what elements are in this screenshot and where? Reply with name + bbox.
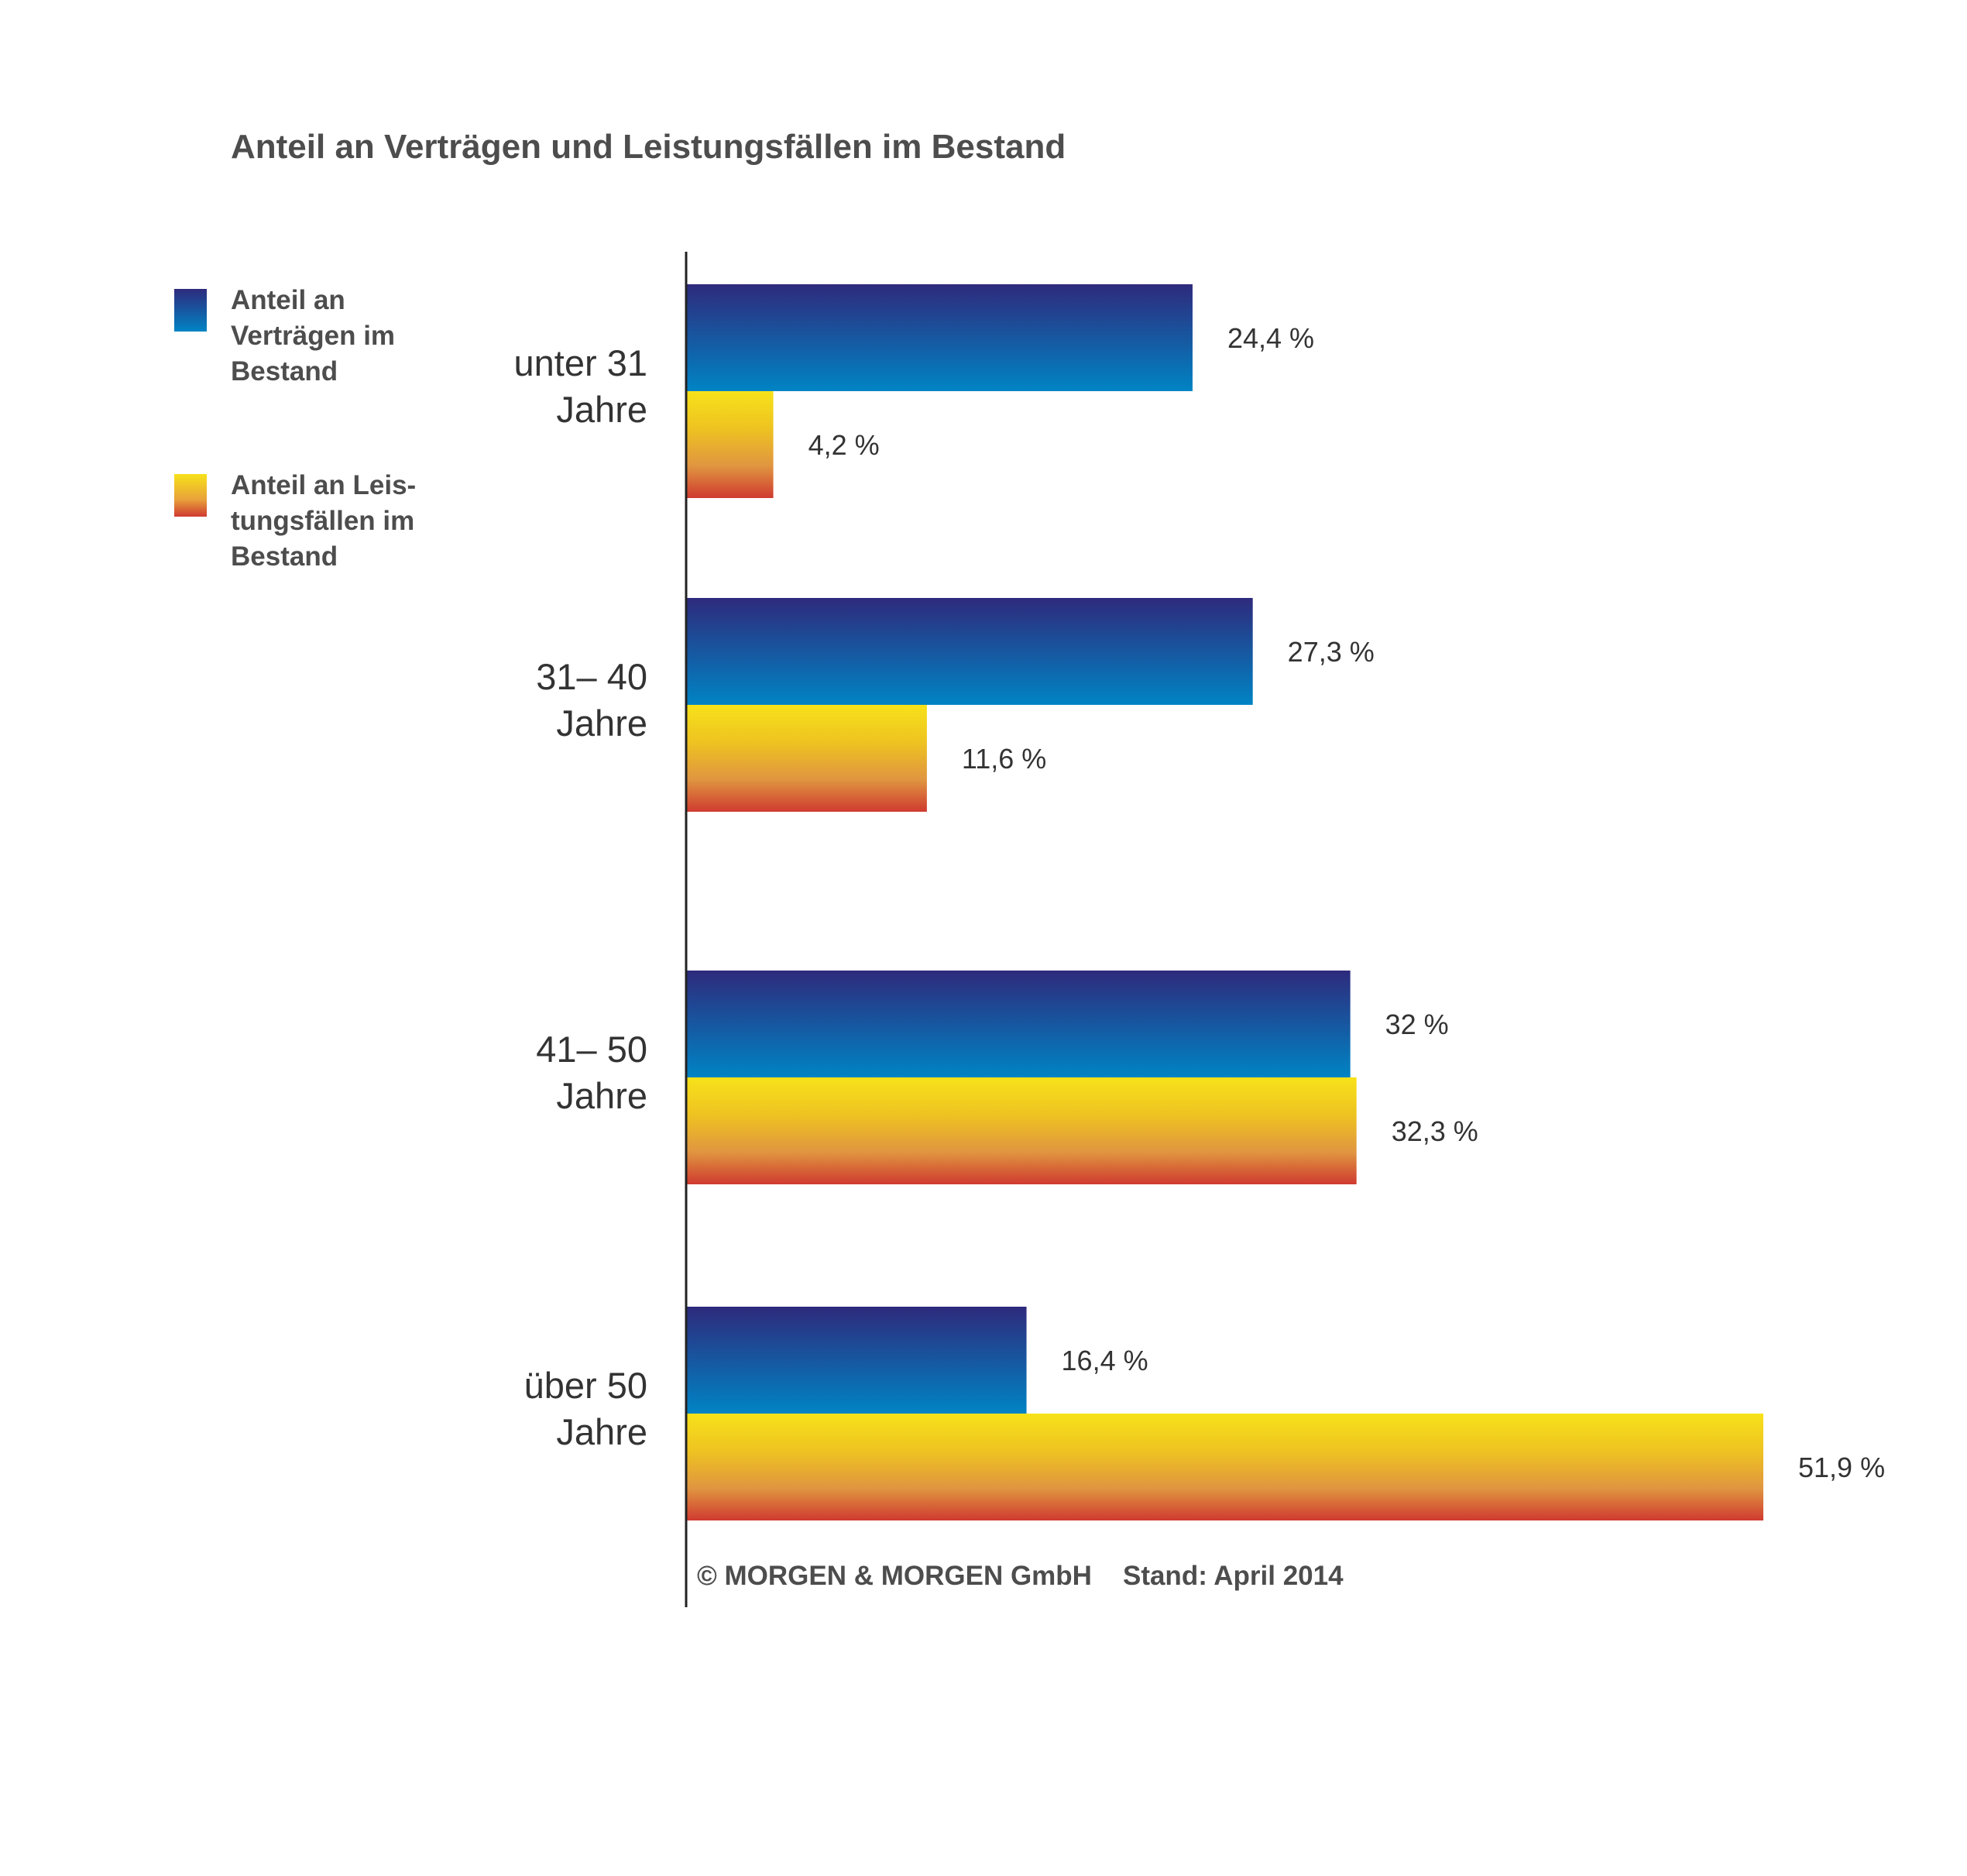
bar-leistung-1 [686, 705, 927, 812]
legend-line: Verträgen im [231, 321, 396, 351]
data-label-vertraege-1: 27,3 % [1288, 636, 1375, 668]
bar-vertraege-0 [686, 284, 1193, 391]
category-label-2: 41– 50 Jahre [536, 1029, 647, 1116]
legend-swatch-leistung [174, 474, 207, 517]
legend-line: Anteil an Leis- [231, 470, 417, 500]
bar-vertraege-1 [686, 598, 1253, 705]
copyright-text: © MORGEN & MORGEN GmbH [697, 1561, 1092, 1591]
legend-line: tungsfällen im [231, 506, 415, 536]
legend-line: Bestand [231, 356, 338, 387]
legend-line: Bestand [231, 541, 338, 572]
category-label-1: 31– 40 Jahre [536, 656, 647, 744]
chart-footer: © MORGEN & MORGEN GmbH Stand: April 2014 [697, 1561, 1344, 1592]
chart-title: Anteil an Verträgen und Leistungsfällen … [231, 128, 1066, 166]
data-label-vertraege-2: 32 % [1385, 1008, 1449, 1040]
data-label-leistung-2: 32,3 % [1392, 1115, 1478, 1147]
bar-vertraege-2 [686, 971, 1351, 1077]
category-label-3: über 50 Jahre [524, 1365, 647, 1452]
bar-leistung-0 [686, 391, 774, 498]
data-label-leistung-1: 11,6 % [962, 743, 1046, 775]
legend-label-vertraege: Anteil an Verträgen im Bestand [231, 283, 463, 390]
bar-leistung-2 [686, 1077, 1357, 1184]
data-label-leistung-0: 4,2 % [808, 429, 880, 461]
data-label-vertraege-0: 24,4 % [1227, 322, 1314, 354]
legend-swatch-vertraege [174, 289, 207, 332]
date-text: Stand: April 2014 [1122, 1561, 1344, 1591]
data-label-vertraege-3: 16,4 % [1062, 1345, 1148, 1376]
legend-label-leistung: Anteil an Leis- tungsfällen im Bestand [231, 468, 463, 575]
category-label-0: unter 31 Jahre [514, 342, 647, 430]
bar-vertraege-3 [686, 1307, 1027, 1414]
data-label-leistung-3: 51,9 % [1798, 1452, 1885, 1483]
bar-leistung-3 [686, 1414, 1763, 1520]
legend-line: Anteil an [231, 285, 345, 315]
